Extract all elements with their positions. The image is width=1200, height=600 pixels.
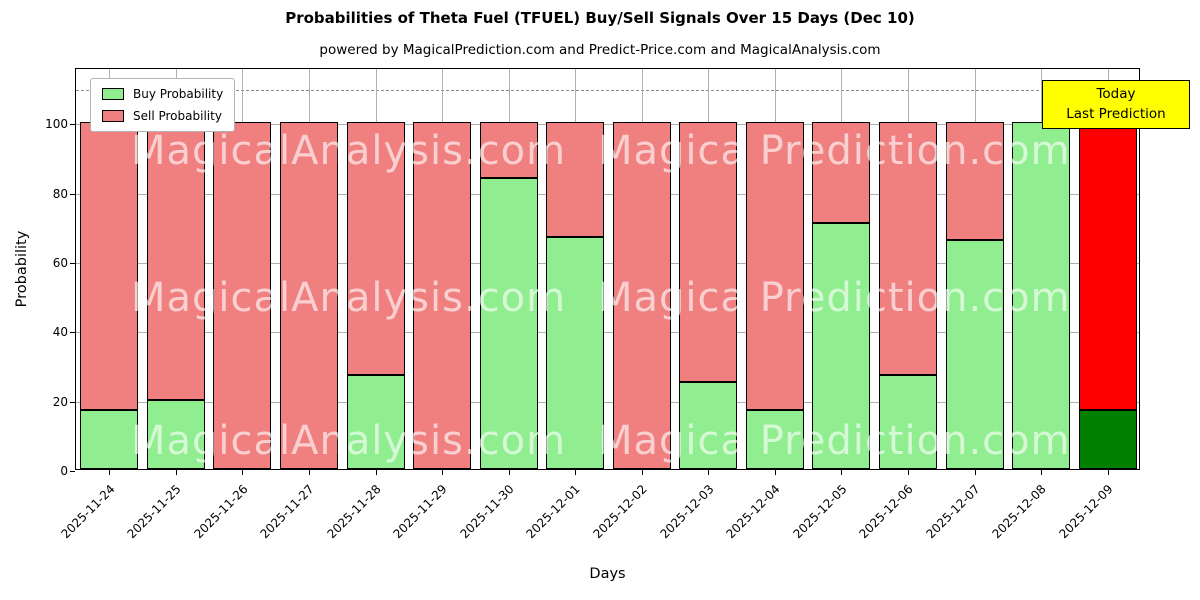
x-tick-label: 2025-12-04 bbox=[723, 482, 783, 542]
bar-buy-segment bbox=[146, 399, 205, 469]
chart-title: Probabilities of Theta Fuel (TFUEL) Buy/… bbox=[285, 9, 915, 27]
bar-buy-segment bbox=[745, 410, 804, 469]
sell-color-swatch bbox=[102, 110, 124, 122]
dashed-threshold-line bbox=[76, 89, 1139, 91]
x-tick-mark bbox=[109, 470, 111, 475]
bar-buy-segment bbox=[546, 236, 605, 469]
buy-color-swatch bbox=[102, 88, 124, 100]
bar-buy-segment bbox=[812, 222, 871, 469]
x-tick-mark bbox=[375, 470, 377, 475]
gridline-horizontal bbox=[76, 263, 1139, 265]
y-tick-mark bbox=[70, 263, 75, 265]
x-tick-mark bbox=[708, 470, 710, 475]
bar-sell-segment bbox=[80, 122, 139, 411]
x-tick-label: 2025-12-08 bbox=[989, 482, 1050, 542]
y-tick-mark bbox=[70, 124, 75, 126]
y-tick-label: 60 bbox=[52, 256, 68, 271]
x-tick-label: 2025-11-30 bbox=[457, 482, 517, 542]
legend-item-buy: Buy Probability bbox=[102, 87, 223, 101]
bar-sell-segment bbox=[745, 122, 804, 411]
bar-sell-segment bbox=[146, 122, 205, 400]
y-tick-label: 80 bbox=[52, 186, 68, 201]
x-axis-label: Days bbox=[589, 566, 626, 582]
x-tick-mark bbox=[641, 470, 643, 475]
bar-sell-segment bbox=[612, 122, 671, 469]
y-tick-mark bbox=[70, 193, 75, 195]
x-tick-label: 2025-12-09 bbox=[1056, 482, 1116, 542]
bar-buy-segment bbox=[1078, 410, 1137, 469]
annotation-line-2: Last Prediction bbox=[1066, 105, 1166, 122]
x-tick-label: 2025-11-27 bbox=[257, 482, 317, 542]
bar-buy-segment bbox=[346, 375, 405, 469]
y-tick-label: 20 bbox=[52, 394, 68, 409]
bar-sell-segment bbox=[479, 122, 538, 178]
x-tick-mark bbox=[442, 470, 444, 475]
bar-buy-segment bbox=[679, 382, 738, 469]
x-tick-label: 2025-11-28 bbox=[324, 482, 384, 542]
x-tick-mark bbox=[908, 470, 910, 475]
chart-legend: Buy Probability Sell Probability bbox=[90, 78, 236, 132]
legend-label-buy: Buy Probability bbox=[133, 87, 224, 101]
gridline-horizontal bbox=[76, 193, 1139, 195]
bar-sell-segment bbox=[945, 122, 1004, 241]
bar-sell-segment bbox=[812, 122, 871, 223]
gridline-horizontal bbox=[76, 401, 1139, 403]
x-tick-mark bbox=[1041, 470, 1043, 475]
x-tick-label: 2025-11-24 bbox=[57, 482, 118, 542]
annotation-line-1: Today bbox=[1096, 86, 1136, 102]
x-tick-label: 2025-12-05 bbox=[790, 482, 850, 542]
x-tick-label: 2025-11-25 bbox=[124, 482, 184, 542]
x-tick-mark bbox=[508, 470, 510, 475]
gridline-horizontal bbox=[76, 332, 1139, 334]
plot-area: Buy Probability Sell Probability Today L… bbox=[45, 68, 1190, 541]
x-tick-label: 2025-12-03 bbox=[657, 482, 717, 542]
bar-sell-segment bbox=[346, 122, 405, 376]
bar-sell-segment bbox=[879, 122, 938, 376]
y-tick-label: 0 bbox=[60, 464, 68, 478]
y-tick-mark bbox=[70, 471, 75, 472]
bar-buy-segment bbox=[479, 177, 538, 469]
x-tick-label: 2025-12-02 bbox=[590, 482, 650, 542]
bar-buy-segment bbox=[80, 410, 139, 469]
x-tick-label: 2025-11-26 bbox=[191, 482, 251, 542]
y-tick-label: 40 bbox=[52, 325, 68, 340]
x-tick-label: 2025-11-29 bbox=[390, 482, 450, 542]
y-tick-mark bbox=[70, 332, 75, 334]
x-tick-mark bbox=[242, 470, 244, 475]
x-tick-mark bbox=[841, 470, 843, 475]
bar-sell-segment bbox=[679, 122, 738, 383]
x-tick-label: 2025-12-07 bbox=[923, 482, 983, 542]
bar-sell-segment bbox=[279, 122, 338, 469]
legend-item-sell: Sell Probability bbox=[102, 109, 223, 123]
gridline-horizontal bbox=[76, 124, 1139, 126]
bar-sell-segment bbox=[213, 122, 272, 469]
bar-sell-segment bbox=[413, 122, 472, 469]
x-tick-label: 2025-12-06 bbox=[856, 482, 916, 542]
y-tick-mark bbox=[70, 401, 75, 403]
bar-sell-segment bbox=[546, 122, 605, 237]
bar-sell-segment bbox=[1078, 122, 1137, 411]
bar-buy-segment bbox=[879, 375, 938, 469]
bar-buy-segment bbox=[945, 240, 1004, 469]
x-tick-mark bbox=[774, 470, 776, 475]
x-tick-mark bbox=[575, 470, 577, 475]
y-tick-label: 100 bbox=[45, 117, 68, 132]
x-tick-mark bbox=[974, 470, 976, 475]
chart-subtitle: powered by MagicalPrediction.com and Pre… bbox=[319, 42, 881, 58]
x-tick-label: 2025-12-01 bbox=[523, 482, 584, 542]
bar-buy-segment bbox=[1012, 122, 1071, 469]
x-tick-mark bbox=[1107, 470, 1109, 475]
x-tick-mark bbox=[175, 470, 177, 475]
x-tick-mark bbox=[308, 470, 310, 475]
today-annotation-box: Today Last Prediction bbox=[1042, 80, 1190, 130]
legend-label-sell: Sell Probability bbox=[133, 109, 222, 123]
